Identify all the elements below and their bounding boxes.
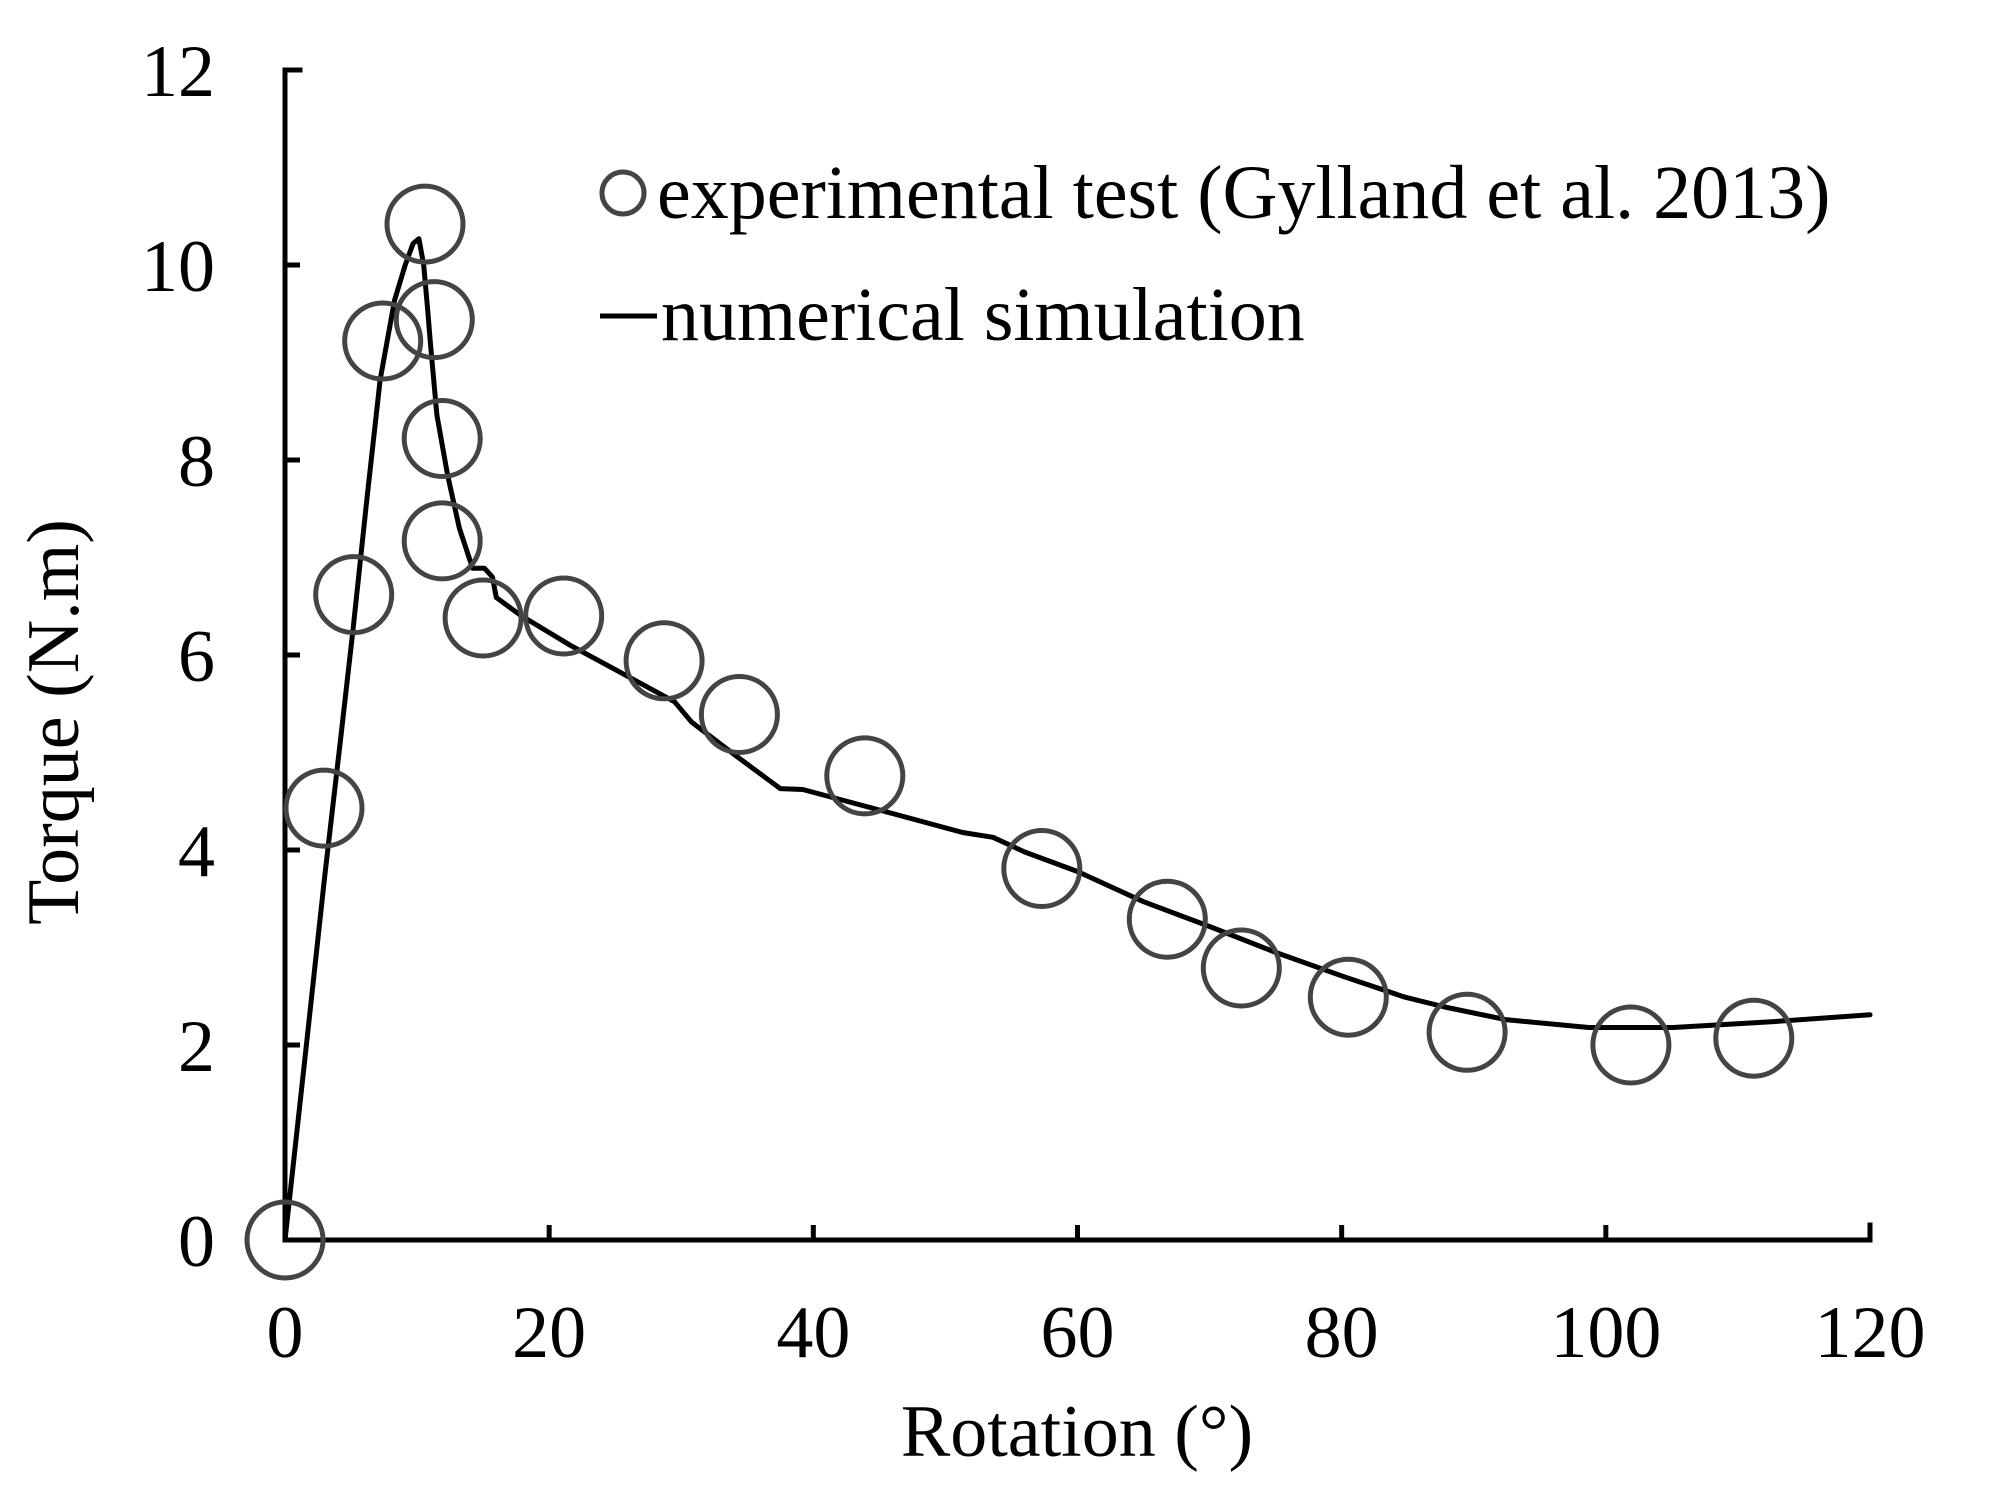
y-tick-label: 6	[178, 616, 215, 698]
axes-frame	[282, 67, 1873, 1243]
x-tick-label: 120	[1815, 1292, 1926, 1374]
x-tick-label: 20	[512, 1292, 586, 1374]
y-axis-ticks: 0 2 4 6 8 10 12	[141, 31, 300, 1283]
data-point-marker	[384, 183, 466, 265]
data-point-marker	[698, 674, 780, 755]
legend-label-experimental: experimental test (Gylland et al. 2013)	[657, 151, 1830, 235]
legend-item-simulation: numerical simulation	[600, 273, 1305, 357]
data-point-marker	[1426, 991, 1508, 1073]
data-point-marker	[442, 577, 524, 659]
y-tick-label: 0	[178, 1201, 215, 1283]
data-point-marker	[342, 300, 424, 382]
x-axis-ticks: 0 20 40 60 80 100 120	[267, 1225, 1926, 1374]
y-tick-label: 8	[178, 421, 215, 503]
plot-area: 0 2 4 6 8 10 12 0 20 40 60 80 100 120	[141, 31, 1926, 1374]
y-tick-label: 12	[141, 31, 215, 113]
data-point-marker	[1200, 927, 1282, 1009]
legend-item-experimental: experimental test (Gylland et al. 2013)	[599, 151, 1830, 235]
y-tick-label: 2	[178, 1006, 215, 1088]
data-point-marker	[523, 575, 605, 657]
data-point-marker	[824, 735, 906, 817]
legend: experimental test (Gylland et al. 2013) …	[599, 151, 1830, 357]
data-point-marker	[623, 620, 705, 702]
data-point-marker	[401, 398, 483, 479]
y-tick-label: 4	[178, 811, 215, 893]
x-tick-label: 100	[1550, 1292, 1661, 1374]
data-point-marker	[1307, 956, 1389, 1038]
x-tick-label: 60	[1041, 1292, 1115, 1374]
circle-icon	[599, 169, 647, 217]
x-tick-label: 80	[1305, 1292, 1379, 1374]
data-point-marker	[1713, 997, 1795, 1079]
data-point-marker	[244, 1199, 326, 1281]
data-point-marker	[283, 767, 365, 849]
y-tick-label: 10	[141, 226, 215, 308]
data-point-marker	[1001, 828, 1083, 909]
legend-label-simulation: numerical simulation	[661, 273, 1305, 357]
data-point-marker	[1590, 1004, 1672, 1086]
data-point-marker	[401, 500, 483, 582]
data-point-marker	[1126, 878, 1208, 960]
numerical-simulation-line	[282, 236, 1873, 1243]
x-axis-title: Rotation (°)	[901, 1391, 1253, 1473]
y-axis-title: Torque (N.m)	[13, 519, 95, 925]
data-point-marker	[313, 554, 395, 636]
x-tick-label: 40	[776, 1292, 850, 1374]
x-tick-label: 0	[267, 1292, 304, 1374]
experimental-markers	[244, 183, 1795, 1281]
data-point-marker	[393, 279, 475, 361]
